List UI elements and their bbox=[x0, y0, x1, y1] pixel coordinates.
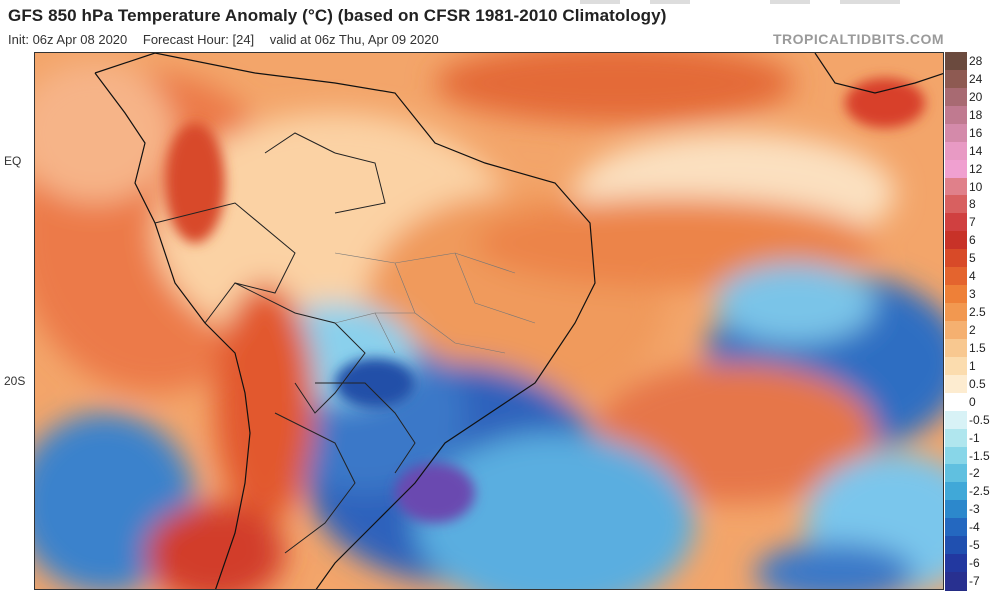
colorbar-segment bbox=[945, 518, 967, 538]
colorbar-segment bbox=[945, 554, 967, 574]
colorbar-segment bbox=[945, 213, 967, 233]
colorbar bbox=[945, 52, 967, 591]
lat-label-20s: 20S bbox=[4, 374, 26, 388]
colorbar-segment bbox=[945, 177, 967, 197]
top-edge-tab bbox=[840, 0, 900, 4]
colorbar-segment bbox=[945, 446, 967, 466]
colorbar-label: -1.5 bbox=[969, 448, 990, 463]
colorbar-label: 6 bbox=[969, 233, 976, 248]
colorbar-segment bbox=[945, 267, 967, 287]
colorbar-label: -7 bbox=[969, 574, 980, 589]
colorbar-segment bbox=[945, 141, 967, 161]
colorbar-segment bbox=[945, 303, 967, 322]
colorbar-label: 2 bbox=[969, 322, 976, 337]
colorbar-label: 1 bbox=[969, 358, 976, 373]
colorbar-segment bbox=[945, 392, 967, 412]
colorbar-label: 20 bbox=[969, 89, 983, 104]
colorbar-label: -3 bbox=[969, 502, 980, 517]
top-edge-tab bbox=[770, 0, 810, 4]
anomaly-detail bbox=[165, 78, 925, 523]
forecast-info: Init: 06z Apr 08 2020 Forecast Hour: [24… bbox=[8, 32, 451, 47]
colorbar-label: 2.5 bbox=[969, 305, 986, 320]
colorbar-segment bbox=[945, 356, 967, 376]
colorbar-label: 8 bbox=[969, 197, 976, 212]
lat-label-eq: EQ bbox=[4, 154, 22, 168]
colorbar-segment bbox=[945, 249, 967, 269]
colorbar-segment bbox=[945, 536, 967, 556]
colorbar-label: 4 bbox=[969, 269, 976, 284]
colorbar-label: -6 bbox=[969, 556, 980, 571]
colorbar-label: 28 bbox=[969, 53, 983, 68]
anomaly-map bbox=[34, 52, 944, 590]
colorbar-segment bbox=[945, 428, 967, 448]
site-brand: TROPICALTIDBITS.COM bbox=[772, 31, 944, 47]
colorbar-label: 14 bbox=[969, 143, 983, 158]
colorbar-segment bbox=[945, 500, 967, 520]
colorbar-label: -5 bbox=[969, 538, 980, 553]
init-time: Init: 06z Apr 08 2020 bbox=[8, 32, 128, 47]
colorbar-segment bbox=[945, 69, 967, 89]
colorbar-label: 12 bbox=[969, 161, 983, 176]
state-borders bbox=[334, 252, 536, 354]
forecast-hour: Forecast Hour: [24] bbox=[142, 32, 255, 47]
colorbar-label: 18 bbox=[969, 107, 983, 122]
colorbar-segment bbox=[945, 321, 967, 340]
anomaly-field bbox=[35, 53, 943, 589]
map-title: GFS 850 hPa Temperature Anomaly (°C) (ba… bbox=[8, 6, 667, 25]
colorbar-label: -2 bbox=[969, 466, 980, 481]
colorbar-segment bbox=[945, 572, 967, 591]
valid-time: valid at 06z Thu, Apr 09 2020 bbox=[269, 32, 439, 47]
colorbar-label: -0.5 bbox=[969, 412, 990, 427]
colorbar-label: -2.5 bbox=[969, 484, 990, 499]
colorbar-label: 16 bbox=[969, 125, 983, 140]
colorbar-segment bbox=[945, 123, 967, 143]
colorbar-segment bbox=[945, 374, 967, 394]
colorbar-segment bbox=[945, 159, 967, 179]
colorbar-label: 0.5 bbox=[969, 376, 986, 391]
colorbar-segment bbox=[945, 338, 967, 358]
colorbar-label: 24 bbox=[969, 71, 983, 86]
map-canvas bbox=[35, 53, 943, 589]
colorbar-label: 10 bbox=[969, 179, 983, 194]
colorbar-label: 0 bbox=[969, 394, 976, 409]
top-edge-tab bbox=[580, 0, 620, 4]
colorbar-label: 7 bbox=[969, 215, 976, 230]
colorbar-segment bbox=[945, 87, 967, 107]
colorbar-label: -1 bbox=[969, 430, 980, 445]
colorbar-segment bbox=[945, 285, 967, 305]
colorbar-label: 1.5 bbox=[969, 340, 986, 355]
colorbar-label: -4 bbox=[969, 520, 980, 535]
colorbar-segment bbox=[945, 231, 967, 251]
colorbar-segment bbox=[945, 410, 967, 430]
country-borders bbox=[154, 132, 416, 554]
colorbar-segment bbox=[945, 195, 967, 215]
colorbar-segment bbox=[945, 105, 967, 125]
colorbar-segment bbox=[945, 482, 967, 502]
colorbar-label: 3 bbox=[969, 287, 976, 302]
colorbar-segment bbox=[945, 464, 967, 484]
top-edge-tab bbox=[650, 0, 690, 4]
colorbar-label: 5 bbox=[969, 251, 976, 266]
colorbar-segment bbox=[945, 52, 967, 71]
